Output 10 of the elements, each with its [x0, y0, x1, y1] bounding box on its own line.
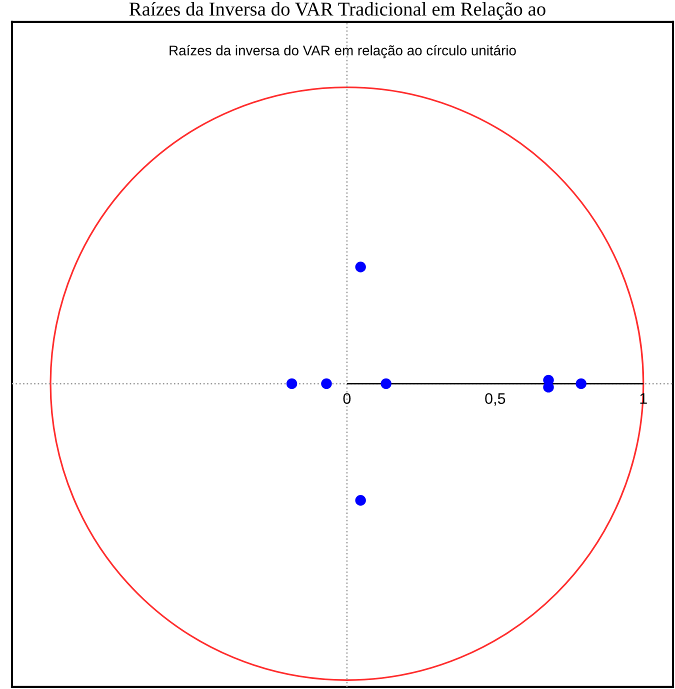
- x-tick-label: 0: [343, 393, 351, 404]
- point: [380, 378, 392, 390]
- point: [286, 378, 298, 390]
- point: [355, 495, 366, 506]
- text: Raízes da Inversa do VAR Tradicional em Relação ao: [129, 2, 546, 20]
- chart-title: Raízes da inversa do VAR em relação ao círculo unitário: [170, 45, 516, 58]
- point: [576, 378, 586, 390]
- x-tick-label: 0,5: [485, 393, 506, 406]
- point: [355, 262, 366, 272]
- point: [321, 378, 332, 390]
